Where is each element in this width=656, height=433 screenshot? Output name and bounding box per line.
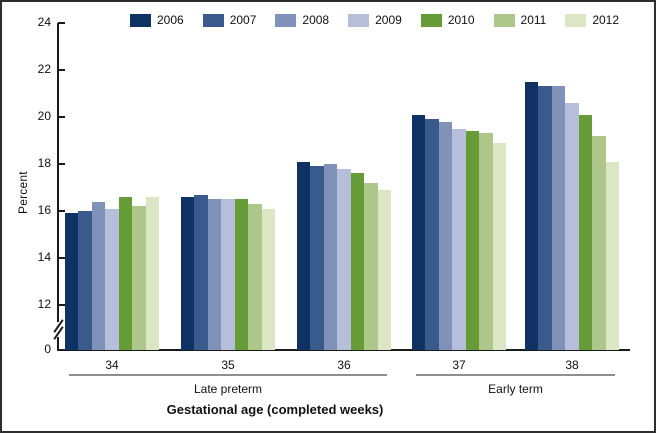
bar-week34-2006 [64,213,79,350]
bar-week35-2010 [234,199,249,350]
bar-week38-2007 [538,86,552,350]
bar-week34-2011 [132,206,146,350]
legend-item-2007: 2007 [202,13,257,27]
bar-week37-2012 [492,142,507,350]
bar-week37-2008 [438,121,453,350]
bar-week38-2006 [524,81,539,350]
y-tick-label: 14 [37,250,51,264]
bar-week36-2011 [364,182,378,350]
x-tick-label-37: 37 [452,358,466,372]
bar-week34-2007 [78,211,92,350]
y-tick-label: 22 [37,62,51,76]
bar-week38-2009 [565,102,579,350]
bar-week35-2006 [180,196,195,350]
bar-week36-2009 [337,168,351,350]
x-axis-line [57,349,630,351]
bar-week34-2008 [91,201,106,350]
legend-swatch-icon [202,14,224,27]
x-tick-label-35: 35 [221,358,235,372]
bar-week36-2007 [310,166,324,350]
bar-week38-2008 [551,86,566,350]
group-underline [416,374,615,376]
x-axis-title: Gestational age (completed weeks) [166,402,384,417]
bar-week38-2011 [592,135,606,350]
legend-label: 2007 [229,13,257,27]
legend-label: 2012 [592,13,620,27]
legend-item-2009: 2009 [348,14,402,27]
legend-label: 2010 [447,13,475,27]
legend-swatch-icon [130,14,151,27]
y-tick-label: 12 [37,297,51,311]
bar-week34-2009 [105,208,119,350]
bar-week37-2010 [465,131,480,350]
y-tick-mark [58,210,65,212]
bar-week37-2007 [425,119,439,350]
y-tick-mark [58,257,65,259]
group-label: Early term [488,382,543,396]
legend-item-2006: 2006 [130,14,184,27]
y-tick-mark [58,304,65,306]
legend-swatch-icon [493,14,515,27]
legend-swatch-icon [565,14,587,27]
y-tick-mark [58,69,65,71]
legend-label: 2006 [157,13,184,27]
y-tick-mark [58,22,65,24]
group-label: Late preterm [193,382,263,396]
axis-break-icon [46,318,70,342]
y-tick-label: 24 [37,15,51,29]
bar-week34-2010 [118,196,133,350]
bar-week34-2012 [145,196,160,350]
legend-item-2011: 2011 [493,13,547,27]
y-tick-label: 16 [37,203,51,217]
legend-item-2008: 2008 [275,14,329,27]
legend-item-2012: 2012 [565,14,619,27]
legend-swatch-icon [420,14,442,27]
legend-label: 2008 [302,13,330,27]
bar-week36-2008 [323,164,338,350]
y-tick-label: 20 [37,109,51,123]
x-tick-label-38: 38 [565,358,579,372]
bar-week35-2011 [248,203,262,350]
bar-week36-2006 [296,161,311,350]
y-tick-label: 0 [44,342,51,356]
bar-week36-2012 [377,189,392,350]
legend: 2006 2007 2008 2009 2010 2011 2012 [130,14,619,27]
y-axis-line [57,23,59,351]
x-tick-label-36: 36 [337,358,351,372]
y-tick-mark [58,349,65,351]
y-tick-label: 18 [37,156,51,170]
y-tick-mark [58,163,65,165]
group-underline [69,374,387,376]
bar-week35-2009 [221,199,235,350]
legend-label: 2009 [375,13,402,27]
bar-week35-2012 [261,208,276,350]
legend-swatch-icon [275,14,297,27]
bar-week38-2012 [605,161,620,350]
bar-week38-2010 [578,114,593,350]
bar-week35-2008 [207,199,222,350]
y-tick-mark [58,116,65,118]
bar-week37-2006 [411,114,426,350]
bar-week36-2010 [350,173,365,350]
bar-week35-2007 [194,194,208,350]
legend-item-2010: 2010 [420,13,475,27]
bar-week37-2011 [479,133,493,350]
bar-week37-2009 [452,128,466,350]
x-tick-label-34: 34 [105,358,119,372]
legend-swatch-icon [348,14,370,27]
legend-label: 2011 [520,13,547,27]
